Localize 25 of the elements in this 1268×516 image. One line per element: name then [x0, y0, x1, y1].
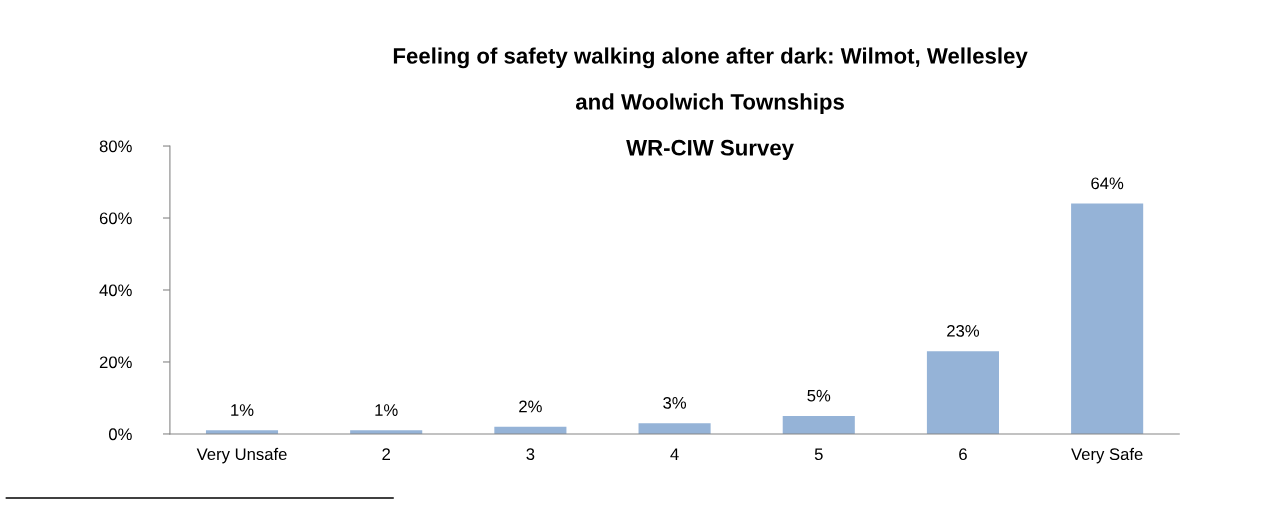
- y-tick-label: 0%: [108, 428, 132, 441]
- bar: [638, 423, 711, 434]
- y-tick-label: 40%: [99, 284, 132, 297]
- x-tick-label: 2: [382, 448, 390, 460]
- x-tick-label: 3: [526, 448, 535, 461]
- x-tick-label: 6: [959, 448, 967, 461]
- data-label: 1%: [375, 404, 398, 416]
- x-tick-label: 4: [670, 448, 679, 460]
- y-tick-label: 20%: [99, 356, 132, 369]
- y-tick-label: 80%: [99, 140, 132, 153]
- data-label: 64%: [1091, 177, 1124, 190]
- data-label: 3%: [663, 396, 687, 409]
- chart-title: Feeling of safety walking alone after dark: Wilmot, Wellesley and Woolwich Townships: [393, 47, 1028, 115]
- data-label: 1%: [231, 404, 254, 416]
- bar: [782, 415, 855, 434]
- x-tick-label: Very Unsafe: [196, 447, 287, 464]
- x-tick-label: 5: [814, 448, 823, 461]
- data-label: 23%: [947, 324, 980, 337]
- x-tick-label: Very Safe: [1071, 447, 1143, 464]
- bar: [926, 351, 999, 434]
- chart-subtitle: WR-CIW Survey: [626, 139, 794, 160]
- bar: [1071, 203, 1144, 434]
- data-label: 2%: [519, 400, 542, 413]
- y-tick-label: 60%: [99, 212, 132, 225]
- data-label: 5%: [807, 389, 831, 402]
